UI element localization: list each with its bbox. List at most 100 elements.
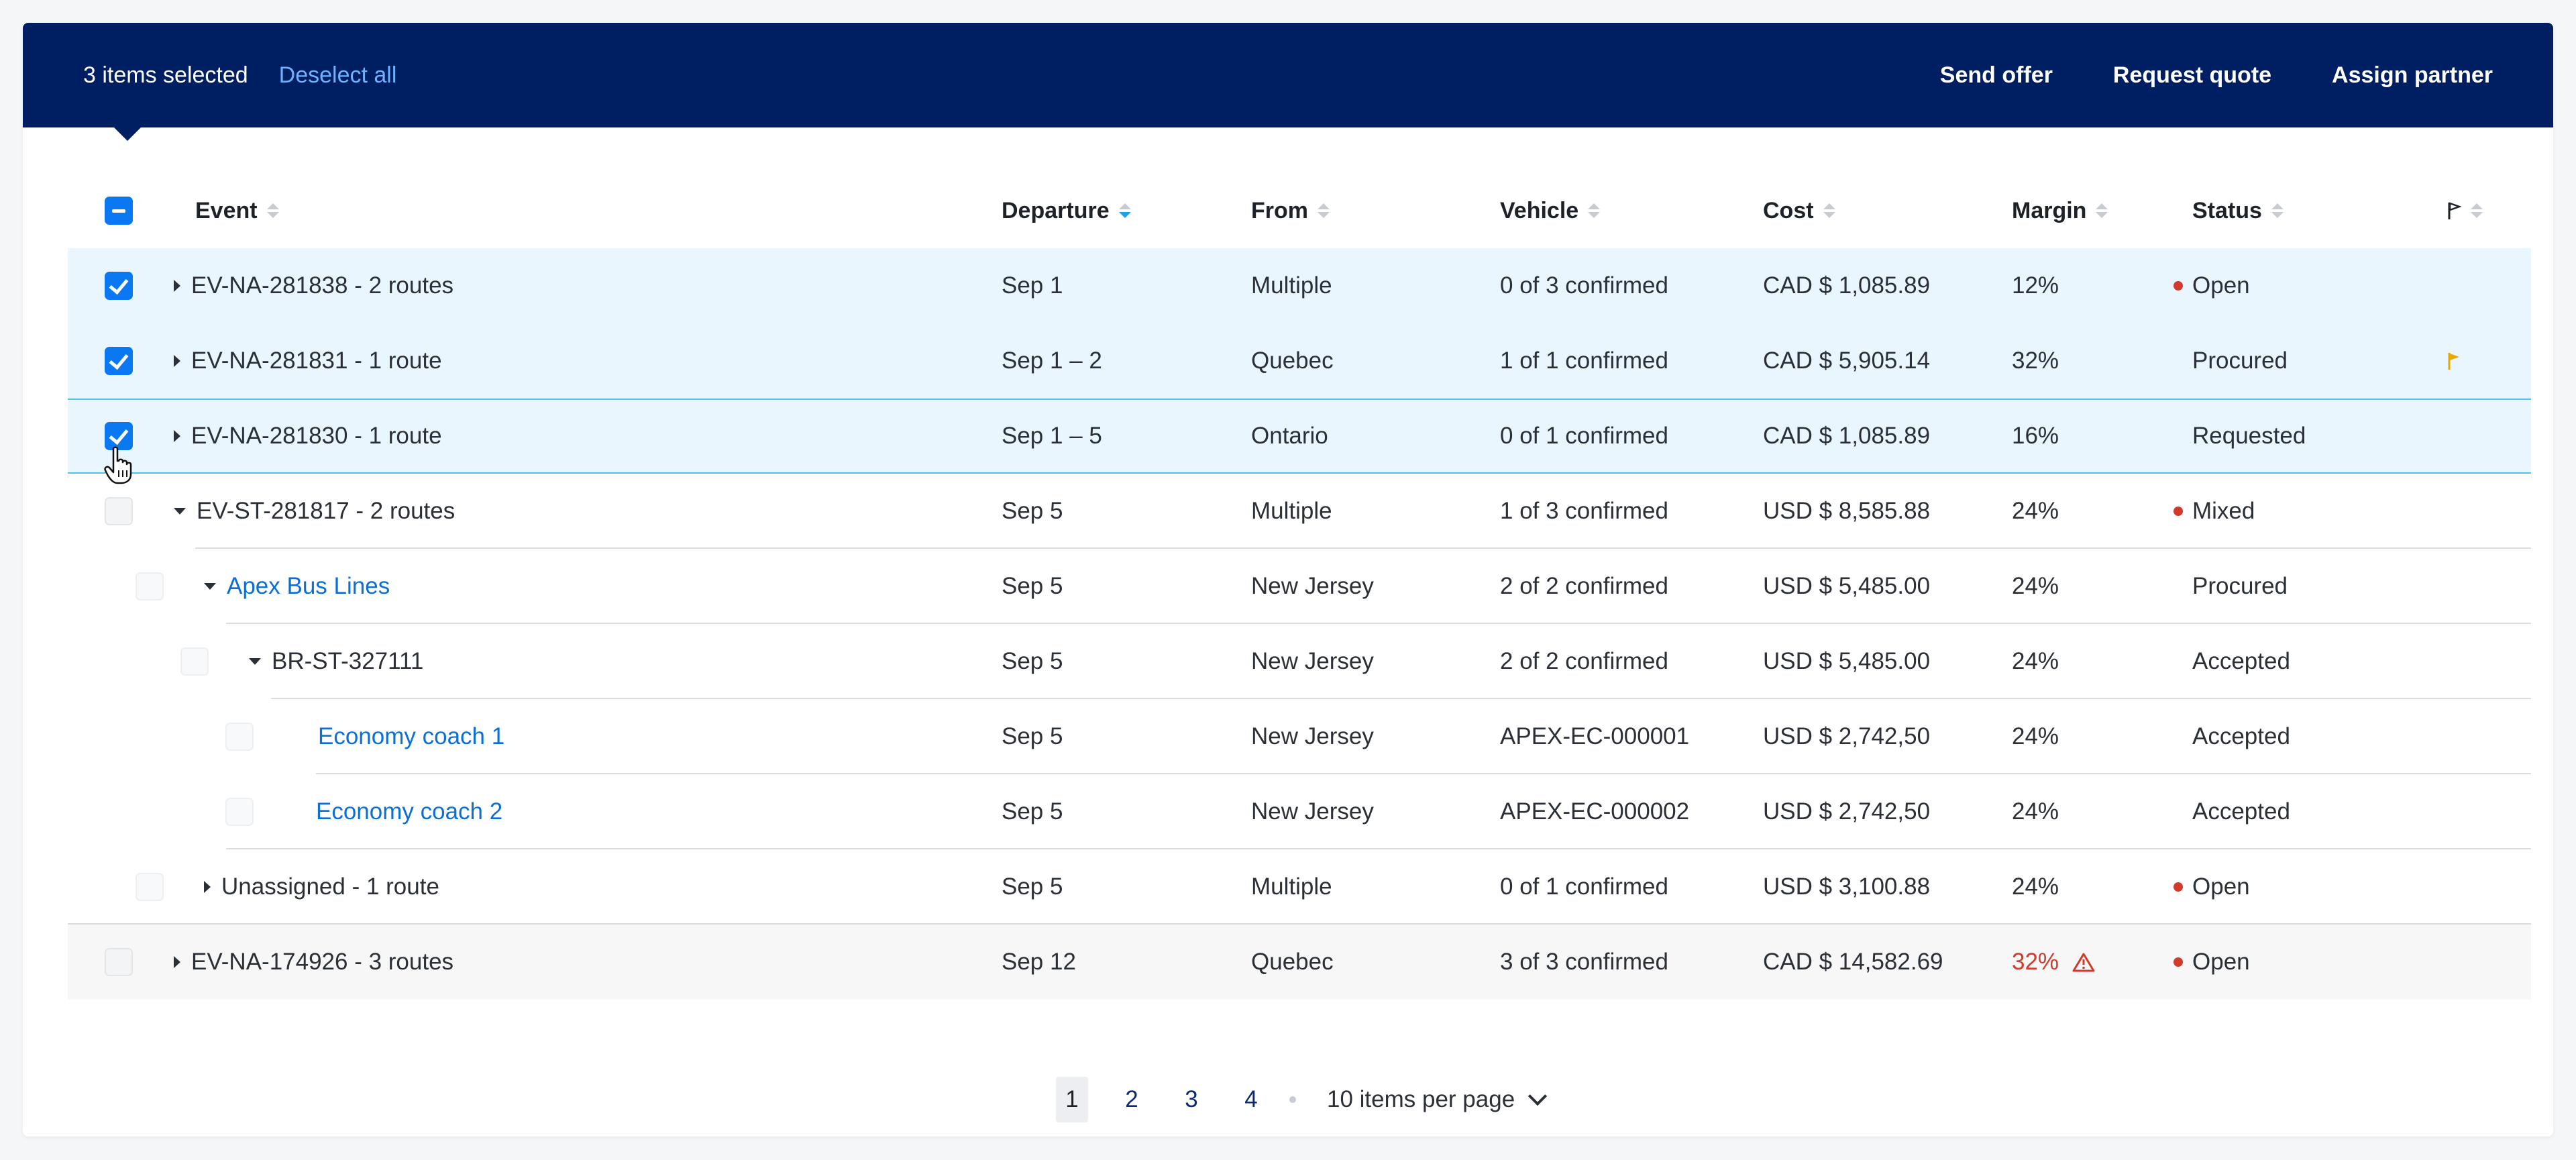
margin-cell: 24% — [2012, 573, 2059, 599]
from-cell: New Jersey — [1251, 573, 1374, 599]
table-row[interactable]: Economy coach 1 Sep 5 New Jersey APEX-EC… — [68, 699, 2531, 774]
vehicle-cell: APEX-EC-000002 — [1500, 798, 1690, 825]
status-cell: Accepted — [2192, 648, 2290, 674]
event-name: EV-NA-281838 - 2 routes — [191, 272, 454, 299]
table-row[interactable]: Economy coach 2 Sep 5 New Jersey APEX-EC… — [68, 774, 2531, 849]
table-row[interactable]: EV-NA-281830 - 1 route Sep 1 – 5 Ontario… — [68, 399, 2531, 474]
expand-toggle[interactable]: Unassigned - 1 route — [204, 849, 439, 925]
pagination: 1 2 3 4 10 items per page — [1056, 1076, 1548, 1123]
from-cell: Ontario — [1251, 423, 1328, 449]
expand-toggle[interactable]: EV-NA-174926 - 3 routes — [174, 925, 453, 1000]
row-checkbox[interactable] — [105, 948, 133, 976]
vehicle-cell: 3 of 3 confirmed — [1500, 949, 1668, 975]
hand-pointer-cursor-icon — [104, 446, 132, 484]
event-name: EV-NA-281831 - 1 route — [191, 348, 442, 374]
caret-down-icon — [204, 583, 216, 590]
column-header-departure[interactable]: Departure — [1002, 173, 1131, 248]
expand-toggle[interactable]: BR-ST-327111 — [249, 624, 423, 699]
select-all-checkbox[interactable] — [105, 197, 133, 225]
event-name: Unassigned - 1 route — [221, 874, 439, 900]
table-row[interactable]: BR-ST-327111 Sep 5 New Jersey 2 of 2 con… — [68, 624, 2531, 699]
expand-toggle[interactable]: EV-NA-281830 - 1 route — [174, 399, 442, 474]
send-offer-button[interactable]: Send offer — [1939, 62, 2053, 88]
margin-cell: 12% — [2012, 272, 2059, 299]
status-cell: Accepted — [2192, 798, 2290, 825]
sort-desc-icon — [1118, 203, 1131, 218]
table-row[interactable]: EV-NA-174926 - 3 routes Sep 12 Quebec 3 … — [68, 925, 2531, 1000]
request-quote-button[interactable]: Request quote — [2112, 62, 2272, 88]
row-checkbox[interactable] — [225, 723, 254, 751]
page-3-button[interactable]: 3 — [1185, 1086, 1198, 1112]
status-cell: Open — [2174, 849, 2250, 925]
expand-toggle[interactable]: EV-NA-281831 - 1 route — [174, 323, 442, 399]
vehicle-cell: APEX-EC-000001 — [1500, 723, 1690, 749]
event-name: BR-ST-327111 — [272, 648, 424, 674]
table-row[interactable]: EV-NA-281831 - 1 route Sep 1 – 2 Quebec … — [68, 323, 2531, 399]
event-name: EV-ST-281817 - 2 routes — [197, 498, 455, 524]
column-header-cost[interactable]: Cost — [1763, 173, 1835, 248]
cost-cell: CAD $ 14,582.69 — [1763, 949, 1943, 975]
vehicle-cell: 1 of 1 confirmed — [1500, 348, 1668, 374]
expand-toggle[interactable]: Apex Bus Lines — [204, 549, 390, 624]
page-4-button[interactable]: 4 — [1244, 1086, 1258, 1112]
departure-cell: Sep 5 — [1002, 573, 1063, 599]
items-per-page-select[interactable]: 10 items per page — [1327, 1086, 1548, 1113]
cost-cell: USD $ 5,485.00 — [1763, 648, 1931, 674]
column-header-flag[interactable] — [2447, 173, 2483, 248]
vehicle-link[interactable]: Economy coach 1 — [318, 723, 505, 749]
row-checkbox[interactable] — [136, 572, 164, 600]
table-header: Event Departure From Vehicle Cost Margin — [68, 173, 2531, 248]
vehicle-cell: 0 of 3 confirmed — [1500, 272, 1668, 299]
page-1-button[interactable]: 1 — [1056, 1077, 1088, 1122]
departure-cell: Sep 1 – 2 — [1002, 348, 1102, 374]
caret-right-icon — [174, 956, 180, 968]
status-cell: Procured — [2192, 573, 2288, 599]
column-header-status[interactable]: Status — [2192, 173, 2284, 248]
table-row[interactable]: Apex Bus Lines Sep 5 New Jersey 2 of 2 c… — [68, 549, 2531, 624]
row-checkbox[interactable] — [180, 647, 209, 676]
from-cell: Quebec — [1251, 949, 1334, 975]
table-row[interactable]: EV-NA-281838 - 2 routes Sep 1 Multiple 0… — [68, 248, 2531, 323]
cost-cell: USD $ 5,485.00 — [1763, 573, 1931, 599]
cost-cell: CAD $ 1,085.89 — [1763, 272, 1931, 299]
row-checkbox[interactable] — [105, 347, 133, 375]
chevron-down-icon — [1528, 1086, 1548, 1106]
selection-bar: 3 items selected Deselect all Send offer… — [23, 23, 2553, 127]
event-name: EV-NA-281830 - 1 route — [191, 423, 442, 449]
column-header-vehicle[interactable]: Vehicle — [1500, 173, 1601, 248]
margin-cell: 16% — [2012, 423, 2059, 449]
row-checkbox[interactable] — [105, 497, 133, 525]
status-cell: Open — [2174, 925, 2250, 1000]
margin-cell: 24% — [2012, 648, 2059, 674]
cost-cell: USD $ 8,585.88 — [1763, 498, 1931, 524]
row-checkbox[interactable] — [105, 422, 133, 450]
sort-icon — [266, 203, 279, 218]
status-cell: Accepted — [2192, 723, 2290, 749]
caret-down-icon — [174, 508, 186, 515]
assign-partner-button[interactable]: Assign partner — [2332, 62, 2493, 88]
cost-cell: CAD $ 1,085.89 — [1763, 423, 1931, 449]
row-checkbox[interactable] — [225, 798, 254, 826]
row-checkbox[interactable] — [136, 873, 164, 901]
expand-toggle[interactable]: EV-ST-281817 - 2 routes — [174, 474, 455, 549]
deselect-all-link[interactable]: Deselect all — [278, 62, 397, 88]
table-row[interactable]: EV-ST-281817 - 2 routes Sep 5 Multiple 1… — [68, 474, 2531, 549]
from-cell: Multiple — [1251, 874, 1332, 900]
caret-right-icon — [174, 280, 180, 292]
column-header-margin[interactable]: Margin — [2012, 173, 2108, 248]
table-row[interactable]: Unassigned - 1 route Sep 5 Multiple 0 of… — [68, 849, 2531, 925]
departure-cell: Sep 5 — [1002, 648, 1063, 674]
partner-link[interactable]: Apex Bus Lines — [227, 573, 390, 599]
sort-icon — [1823, 203, 1835, 218]
status-alert-dot — [2174, 281, 2183, 291]
margin-cell: 24% — [2012, 498, 2059, 524]
column-header-from[interactable]: From — [1251, 173, 1330, 248]
departure-cell: Sep 5 — [1002, 723, 1063, 749]
vehicle-link[interactable]: Economy coach 2 — [316, 798, 503, 825]
row-checkbox[interactable] — [105, 272, 133, 300]
flag-icon[interactable] — [2447, 323, 2461, 399]
expand-toggle[interactable]: EV-NA-281838 - 2 routes — [174, 248, 453, 323]
column-header-event[interactable]: Event — [195, 173, 279, 248]
caret-right-icon — [204, 881, 211, 893]
page-2-button[interactable]: 2 — [1125, 1086, 1138, 1112]
